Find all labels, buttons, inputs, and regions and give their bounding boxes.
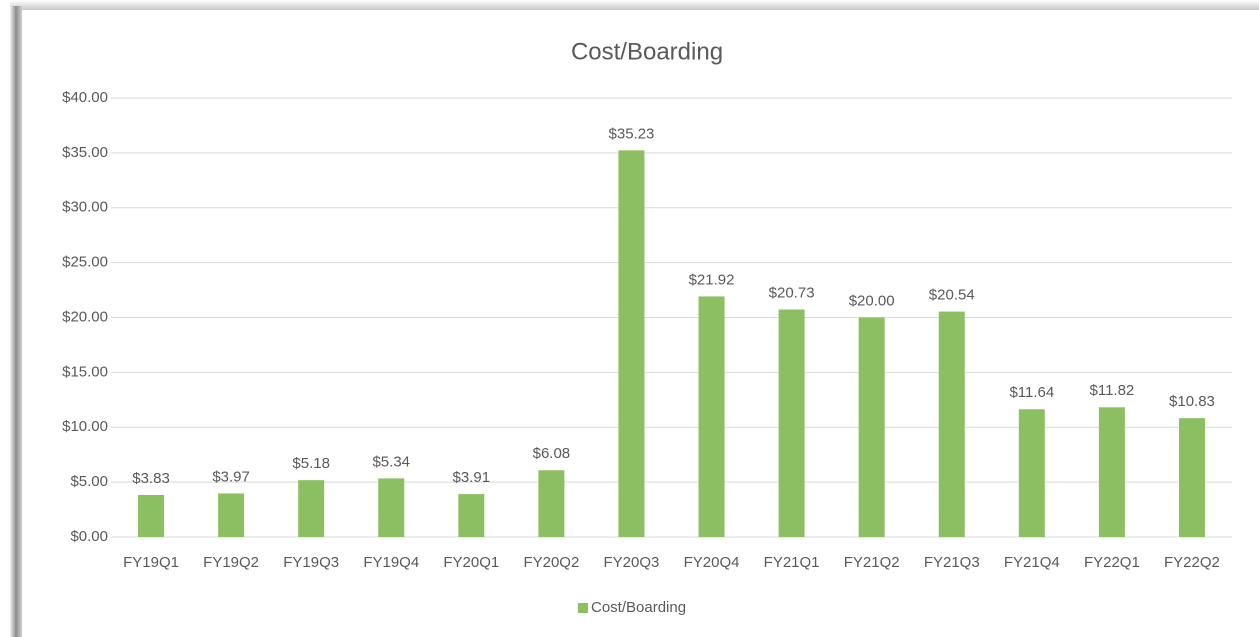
- bar: [698, 296, 725, 537]
- x-tick-label: FY21Q2: [844, 554, 900, 571]
- y-tick-label: $0.00: [70, 528, 108, 545]
- chart-title: Cost/Boarding: [571, 38, 723, 65]
- data-label: $3.83: [132, 470, 170, 487]
- data-label: $3.97: [212, 468, 250, 485]
- y-tick-label: $15.00: [62, 363, 108, 380]
- bar: [218, 493, 245, 537]
- bar: [378, 478, 405, 537]
- y-tick-label: $20.00: [62, 308, 108, 325]
- data-label: $20.73: [769, 284, 815, 301]
- bar: [538, 470, 565, 537]
- bar: [778, 309, 805, 537]
- data-label: $20.00: [849, 292, 895, 309]
- x-tick-label: FY19Q4: [363, 554, 419, 571]
- bar: [618, 150, 645, 537]
- bar: [1098, 407, 1125, 537]
- data-label: $11.64: [1009, 384, 1054, 401]
- legend-label: Cost/Boarding: [591, 599, 686, 616]
- y-tick-label: $40.00: [62, 89, 108, 106]
- bar: [298, 480, 325, 537]
- y-tick-label: $10.00: [62, 418, 108, 435]
- data-label: $5.18: [292, 455, 330, 472]
- legend-swatch: [578, 603, 588, 613]
- bar: [858, 317, 885, 537]
- x-tick-label: FY19Q1: [123, 554, 179, 571]
- x-tick-label: FY22Q1: [1084, 554, 1140, 571]
- x-tick-label: FY21Q1: [764, 554, 820, 571]
- frame-shadow-left: [10, 6, 22, 637]
- x-tick-label: FY20Q3: [604, 554, 660, 571]
- x-tick-label: FY21Q4: [1004, 554, 1060, 571]
- bar: [138, 494, 165, 537]
- data-label: $5.34: [372, 453, 410, 470]
- data-label: $21.92: [689, 271, 735, 288]
- data-label: $6.08: [533, 445, 571, 462]
- x-tick-label: FY19Q2: [203, 554, 259, 571]
- bar: [938, 311, 965, 537]
- x-tick-label: FY20Q4: [684, 554, 740, 571]
- data-label: $10.83: [1169, 393, 1215, 410]
- y-tick-label: $5.00: [70, 473, 108, 490]
- x-tick-label: FY21Q3: [924, 554, 980, 571]
- bar: [1018, 409, 1045, 537]
- data-label: $11.82: [1090, 382, 1135, 399]
- y-tick-label: $30.00: [62, 199, 108, 216]
- data-label: $3.91: [453, 469, 491, 486]
- x-tick-label: FY19Q3: [283, 554, 339, 571]
- x-tick-label: FY20Q1: [443, 554, 499, 571]
- x-tick-label: FY20Q2: [523, 554, 579, 571]
- data-label: $35.23: [609, 125, 655, 142]
- y-tick-label: $35.00: [62, 144, 108, 161]
- bar: [458, 494, 485, 537]
- frame-shadow-top: [10, 0, 1259, 10]
- bar: [1178, 418, 1205, 537]
- y-tick-label: $25.00: [62, 254, 108, 271]
- x-tick-label: FY22Q2: [1164, 554, 1220, 571]
- data-label: $20.54: [929, 287, 975, 304]
